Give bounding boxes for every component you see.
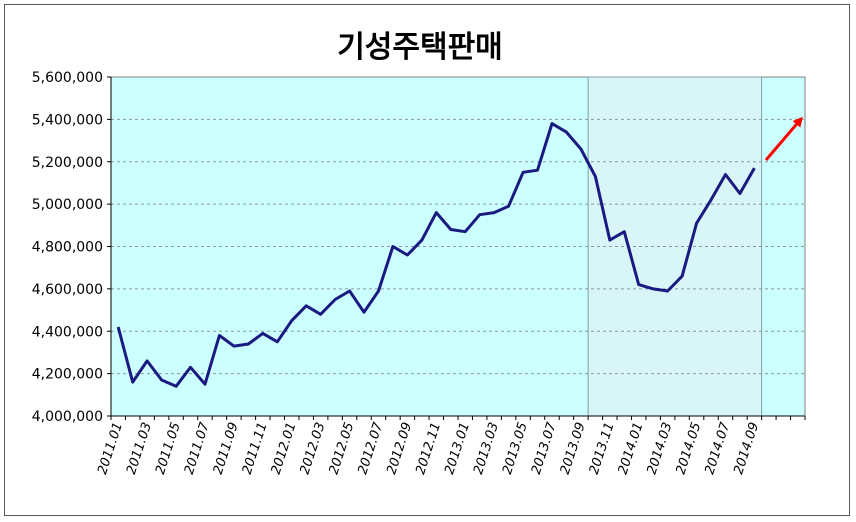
- x-tick-label: 2014.01: [616, 421, 647, 477]
- x-tick-label: 2014.07: [702, 420, 733, 476]
- x-tick-label: 2014.05: [673, 421, 704, 477]
- x-tick-label: 2012.05: [326, 421, 357, 477]
- x-tick-label: 2014.09: [731, 421, 762, 477]
- y-axis: 4,000,000 4,200,000 4,400,000 4,600,000 4,80…: [32, 70, 112, 425]
- x-tick-label: 2013.03: [471, 421, 502, 477]
- x-tick-label: 2011.07: [182, 420, 213, 476]
- series-line: [116, 122, 756, 388]
- x-tick-label: 2011.05: [153, 421, 184, 477]
- x-tick-label: 2013.09: [558, 421, 589, 477]
- x-tick-label: 2012.01: [269, 421, 300, 477]
- x-tick-label: 2013.11: [587, 421, 618, 477]
- x-tick-label: 2011.01: [95, 421, 126, 477]
- x-tick-label: 2014.03: [645, 421, 676, 477]
- x-tick-label: 2013.07: [529, 420, 560, 476]
- x-tick-label: 2012.09: [384, 421, 415, 477]
- x-tick-label: 2011.11: [240, 421, 271, 477]
- x-tick-label: 2011.03: [124, 421, 155, 477]
- chart-frame: 기성주택판매 4,000,000 4,200,000 4,400,000 4,600,…: [4, 4, 850, 516]
- x-tick-label: 2011.09: [211, 421, 242, 477]
- y-tick-label: 4,200,000: [32, 367, 103, 383]
- x-tick-label: 2012.11: [413, 421, 444, 477]
- x-axis: 2011.012011.032011.052011.072011.092011.…: [95, 415, 806, 477]
- x-tick-label: 2013.05: [500, 421, 531, 477]
- chart-title: 기성주택판매: [337, 30, 503, 65]
- y-tick-label: 5,000,000: [32, 197, 103, 213]
- x-tick-label: 2012.07: [355, 420, 386, 476]
- y-tick-label: 4,600,000: [32, 282, 103, 298]
- series-group: [116, 122, 756, 388]
- x-tick-label: 2013.01: [442, 421, 473, 477]
- y-tick-label: 5,600,000: [32, 70, 103, 86]
- y-tick-label: 4,800,000: [32, 240, 103, 256]
- line-chart: 기성주택판매 4,000,000 4,200,000 4,400,000 4,600,…: [32, 30, 806, 477]
- x-tick-label: 2012.03: [298, 421, 329, 477]
- trend-arrow: [764, 116, 803, 161]
- y-tick-label: 5,400,000: [32, 112, 103, 128]
- y-tick-label: 4,000,000: [32, 409, 103, 425]
- y-tick-label: 5,200,000: [32, 155, 103, 171]
- y-tick-label: 4,400,000: [32, 324, 103, 340]
